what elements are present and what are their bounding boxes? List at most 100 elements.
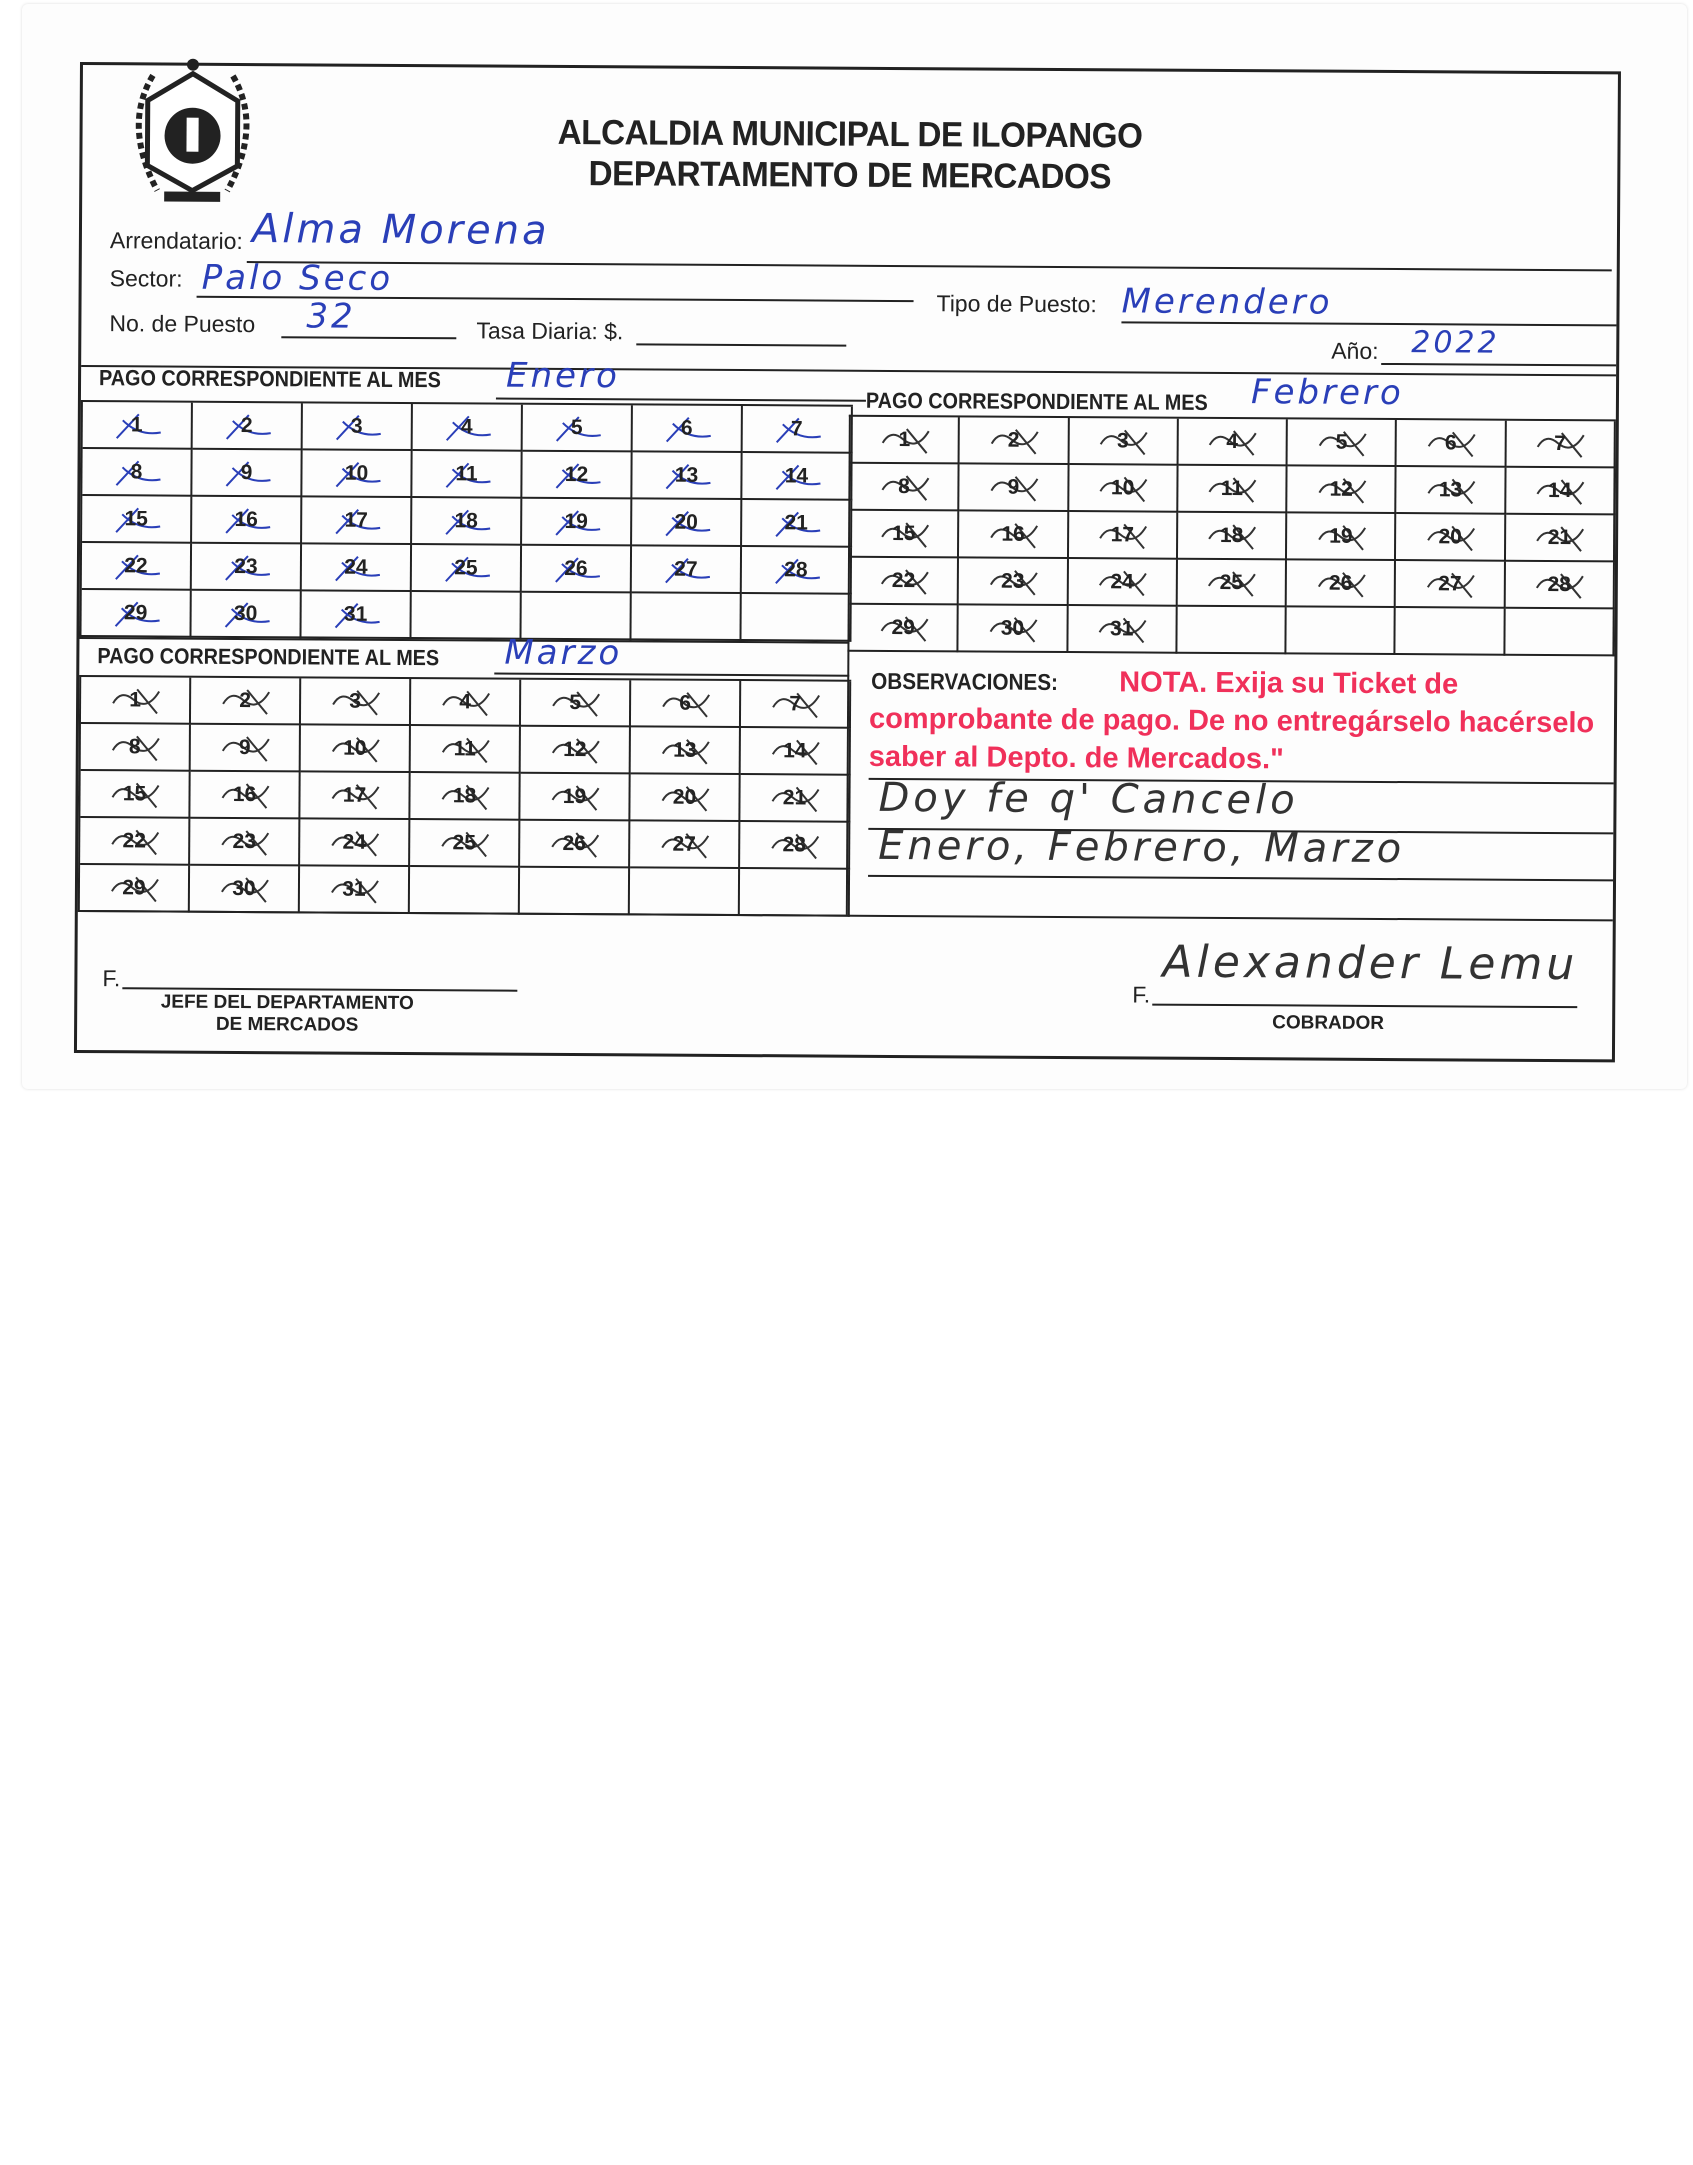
day-cell[interactable]: 10 <box>302 450 413 499</box>
day-cell[interactable]: 11 <box>410 726 521 774</box>
month-value-febrero[interactable]: Febrero <box>1250 372 1404 414</box>
day-cell[interactable]: 31 <box>301 591 412 640</box>
day-cell[interactable]: 27 <box>631 546 743 595</box>
day-cell[interactable]: 24 <box>300 819 411 868</box>
day-cell[interactable]: 7 <box>740 681 852 729</box>
day-cell[interactable]: 3 <box>300 678 412 727</box>
day-cell[interactable]: 11 <box>1178 465 1288 514</box>
day-cell[interactable]: 26 <box>1286 560 1397 609</box>
day-cell[interactable]: 8 <box>80 724 191 772</box>
day-cell[interactable]: 31 <box>1067 606 1178 654</box>
day-cell[interactable]: 21 <box>740 775 851 823</box>
day-cell[interactable]: 13 <box>632 452 743 501</box>
day-cell[interactable]: 12 <box>1287 466 1397 515</box>
day-cell[interactable]: 15 <box>849 510 960 559</box>
day-cell[interactable]: 29 <box>79 865 191 913</box>
day-cell[interactable]: 6 <box>632 405 743 454</box>
day-cell[interactable]: 18 <box>410 773 521 821</box>
arrendatario-value[interactable]: Alma Morena <box>251 206 550 254</box>
day-cell[interactable]: 12 <box>522 451 633 500</box>
day-cell[interactable]: 16 <box>959 511 1069 560</box>
day-cell[interactable]: 13 <box>1396 467 1507 515</box>
day-cell[interactable]: 31 <box>299 866 411 915</box>
day-cell[interactable]: 16 <box>192 496 303 545</box>
day-cell[interactable]: 6 <box>1396 420 1507 468</box>
day-cell[interactable]: 14 <box>740 728 851 776</box>
day-cell[interactable]: 28 <box>741 547 853 595</box>
day-cell[interactable]: 10 <box>300 725 411 774</box>
day-cell[interactable]: 7 <box>742 406 853 454</box>
day-cell[interactable]: 28 <box>1505 561 1615 610</box>
day-cell[interactable]: 8 <box>82 449 193 497</box>
day-cell[interactable]: 9 <box>959 464 1070 513</box>
day-cell[interactable]: 20 <box>632 499 743 548</box>
day-cell[interactable]: 20 <box>630 774 741 823</box>
day-cell[interactable]: 4 <box>410 679 522 727</box>
day-cell[interactable]: 29 <box>81 590 192 638</box>
day-cell[interactable]: 23 <box>191 543 303 592</box>
day-cell[interactable]: 25 <box>410 820 521 868</box>
day-cell[interactable]: 16 <box>190 771 301 820</box>
day-cell[interactable]: 12 <box>520 726 631 775</box>
day-cell[interactable]: 18 <box>412 498 523 546</box>
day-cell[interactable]: 29 <box>849 604 959 653</box>
day-cell[interactable]: 14 <box>1505 467 1616 516</box>
day-cell[interactable]: 9 <box>190 724 301 773</box>
day-cell[interactable]: 25 <box>411 545 523 593</box>
day-cell[interactable]: 23 <box>958 558 1069 607</box>
day-cell[interactable]: 22 <box>80 818 191 866</box>
day-cell[interactable]: 15 <box>80 771 191 819</box>
day-cell[interactable]: 17 <box>1068 512 1179 560</box>
day-cell[interactable]: 26 <box>521 545 633 594</box>
day-cell[interactable]: 2 <box>192 402 303 451</box>
day-cell[interactable]: 22 <box>81 543 193 591</box>
day-cell[interactable]: 19 <box>522 498 633 547</box>
day-cell[interactable]: 5 <box>1287 419 1398 468</box>
day-cell[interactable]: 27 <box>630 821 741 870</box>
day-cell[interactable]: 11 <box>412 451 523 499</box>
day-cell[interactable]: 9 <box>192 449 303 498</box>
day-cell[interactable]: 8 <box>850 463 960 512</box>
day-cell[interactable]: 1 <box>82 402 193 450</box>
tipo-puesto-value[interactable]: Merendero <box>1121 281 1333 323</box>
day-cell[interactable]: 24 <box>1068 559 1178 607</box>
day-cell[interactable]: 30 <box>191 590 302 639</box>
day-cell[interactable]: 25 <box>1177 559 1288 608</box>
day-cell[interactable]: 14 <box>742 453 853 501</box>
day-cell[interactable]: 23 <box>190 818 301 867</box>
day-cell[interactable]: 28 <box>740 822 851 870</box>
day-cell[interactable]: 10 <box>1068 465 1179 513</box>
day-cell[interactable]: 26 <box>520 820 631 869</box>
day-cell[interactable]: 21 <box>1505 514 1616 563</box>
day-cell[interactable]: 19 <box>520 773 631 822</box>
day-cell[interactable]: 19 <box>1287 513 1397 562</box>
day-cell[interactable]: 5 <box>522 404 633 453</box>
day-cell[interactable]: 1 <box>850 416 961 465</box>
month-value-marzo[interactable]: Marzo <box>504 632 623 674</box>
month-value-enero[interactable]: Enero <box>505 355 620 397</box>
day-cell[interactable]: 3 <box>302 403 413 452</box>
day-cell[interactable]: 30 <box>189 865 301 914</box>
day-cell[interactable]: 18 <box>1177 512 1288 561</box>
day-cell[interactable]: 4 <box>1178 418 1288 467</box>
day-cell[interactable]: 13 <box>630 727 741 776</box>
day-cell[interactable]: 22 <box>849 557 960 606</box>
day-cell[interactable]: 21 <box>742 500 853 548</box>
day-cell[interactable]: 20 <box>1396 514 1506 562</box>
day-cell[interactable]: 27 <box>1396 561 1506 609</box>
day-cell[interactable]: 3 <box>1069 418 1179 466</box>
day-cell[interactable]: 24 <box>301 544 413 593</box>
puesto-value[interactable]: 32 <box>306 296 356 337</box>
day-cell[interactable]: 30 <box>958 605 1069 654</box>
day-cell[interactable]: 7 <box>1506 420 1616 469</box>
day-cell[interactable]: 4 <box>412 404 523 452</box>
day-cell[interactable]: 17 <box>302 497 413 546</box>
day-cell[interactable]: 2 <box>190 677 302 726</box>
day-cell[interactable]: 15 <box>82 496 193 544</box>
day-cell[interactable]: 1 <box>80 677 192 725</box>
day-cell[interactable]: 2 <box>959 417 1070 466</box>
day-cell[interactable]: 6 <box>630 680 742 729</box>
day-cell[interactable]: 17 <box>300 772 411 821</box>
day-cell[interactable]: 5 <box>520 679 632 728</box>
anio-value[interactable]: 2022 <box>1411 325 1500 361</box>
